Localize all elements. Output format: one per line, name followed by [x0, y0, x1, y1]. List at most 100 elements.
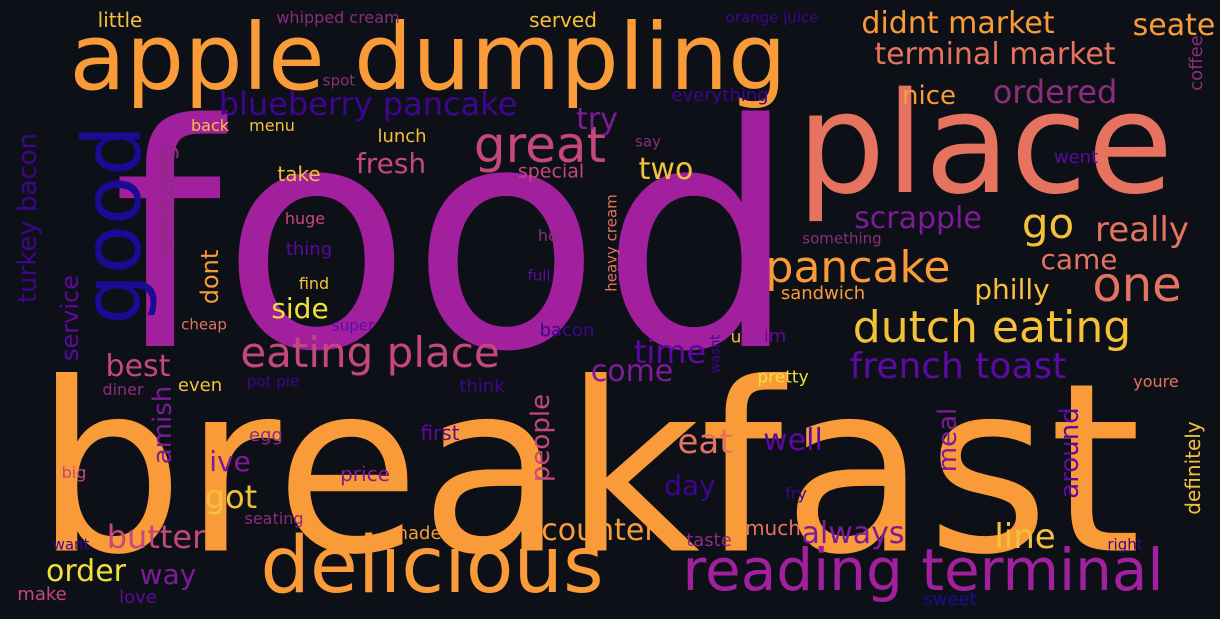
word-right: right: [1107, 535, 1143, 554]
word-find: find: [298, 274, 330, 293]
word-good: good: [66, 125, 159, 325]
word-scrapple: scrapple: [854, 201, 982, 236]
word-bacon: bacon: [539, 320, 595, 341]
word-whipped-cream: whipped cream: [276, 8, 400, 27]
word-always: always: [801, 516, 905, 551]
word-delicious: delicious: [260, 521, 604, 611]
word-went: went: [1053, 147, 1099, 168]
word-made: made: [390, 523, 442, 544]
word-much: much: [745, 516, 801, 540]
word-counter: counter: [541, 513, 657, 548]
word-try: try: [576, 102, 618, 137]
word-pot-pie: pot pie: [246, 372, 300, 391]
word-one: one: [1092, 257, 1182, 313]
word-take: take: [277, 162, 321, 186]
word-full: full: [527, 266, 551, 285]
word-eat: eat: [677, 422, 733, 462]
word-dont: dont: [196, 249, 224, 305]
word-apple-dumpling: apple dumpling: [69, 4, 787, 111]
word-something: something: [802, 229, 882, 248]
word-french-toast: french toast: [849, 346, 1067, 387]
word-philly: philly: [974, 273, 1050, 306]
word-youre: youre: [1133, 372, 1179, 391]
word-make: make: [17, 584, 67, 605]
word-menu: menu: [249, 116, 295, 135]
word-day: day: [664, 469, 716, 502]
word-great: great: [473, 116, 607, 174]
word-order: order: [46, 554, 126, 589]
word-back: back: [190, 116, 230, 135]
word-around: around: [1055, 407, 1085, 499]
word-thing: thing: [285, 239, 333, 260]
word-well: well: [763, 423, 823, 458]
word-way: way: [139, 558, 197, 591]
word-pretty: pretty: [757, 367, 809, 388]
word-love: love: [119, 587, 157, 608]
word-orange-juice: orange juice: [725, 8, 819, 27]
word-diner: diner: [102, 380, 144, 399]
word-really: really: [1095, 210, 1189, 250]
word-side: side: [271, 292, 329, 325]
word-seating: seating: [244, 509, 304, 528]
word-think: think: [459, 376, 505, 397]
word-amish: amish: [148, 385, 178, 465]
word-definitely: definitely: [1181, 421, 1205, 515]
word-dutch-eating: dutch eating: [852, 302, 1132, 353]
word-fresh: fresh: [355, 147, 427, 180]
word-come: come: [590, 354, 674, 389]
word-special: special: [517, 160, 585, 183]
word-line: line: [994, 517, 1056, 557]
word-came: came: [1040, 243, 1118, 276]
word-pancake: pancake: [765, 242, 951, 293]
word-lunch: lunch: [377, 126, 427, 147]
word-coffee: coffee: [1186, 35, 1207, 91]
word-heavy-cream: heavy cream: [602, 194, 621, 292]
word-hot: hot: [537, 226, 565, 245]
word-taste: taste: [686, 530, 732, 551]
word-place: place: [796, 63, 1174, 226]
word-super: super: [331, 316, 375, 335]
word-turkey-bacon: turkey bacon: [13, 132, 43, 304]
word-u: u: [730, 327, 742, 348]
word-egg: egg: [249, 425, 283, 446]
word-best: best: [105, 349, 171, 384]
word-wasnt: wasnt: [708, 334, 724, 374]
word-eating-place: eating place: [240, 328, 500, 377]
word-first: first: [420, 421, 460, 445]
word-reading-terminal: reading terminal: [682, 536, 1164, 604]
word-spot: spot: [322, 71, 356, 90]
word-im: im: [763, 326, 787, 347]
word-sandwich: sandwich: [780, 283, 866, 304]
word-served: served: [529, 8, 597, 32]
word-amazing: amazing: [150, 144, 180, 256]
word-butter: butter: [106, 518, 206, 556]
word-little: little: [97, 8, 143, 32]
word-say: say: [635, 132, 661, 151]
word-seate: seate: [1132, 8, 1216, 43]
word-two: two: [638, 152, 694, 187]
word-everything: everything: [671, 85, 769, 106]
word-breakfast: breakfast: [34, 333, 1142, 607]
word-food: food: [112, 59, 798, 420]
word-service: service: [56, 275, 84, 361]
word-ordered: ordered: [992, 73, 1118, 111]
word-cheap: cheap: [181, 315, 227, 334]
word-price: price: [340, 462, 390, 486]
word-ive: ive: [209, 445, 251, 478]
word-fry: fry: [785, 484, 807, 503]
word-nice: nice: [902, 81, 956, 111]
word-go: go: [1021, 199, 1075, 248]
word-terminal-market: terminal market: [874, 37, 1116, 72]
word-time: time: [633, 333, 707, 371]
word-got: got: [204, 478, 258, 516]
word-people: people: [526, 393, 556, 483]
word-want: want: [52, 535, 90, 554]
word-didnt-market: didnt market: [861, 6, 1055, 41]
word-blueberry-pancake: blueberry pancake: [218, 85, 518, 123]
word-even: even: [177, 375, 223, 396]
word-sweet: sweet: [923, 589, 977, 610]
word-huge: huge: [284, 209, 326, 228]
word-big: big: [61, 463, 87, 482]
word-meal: meal: [933, 407, 963, 473]
